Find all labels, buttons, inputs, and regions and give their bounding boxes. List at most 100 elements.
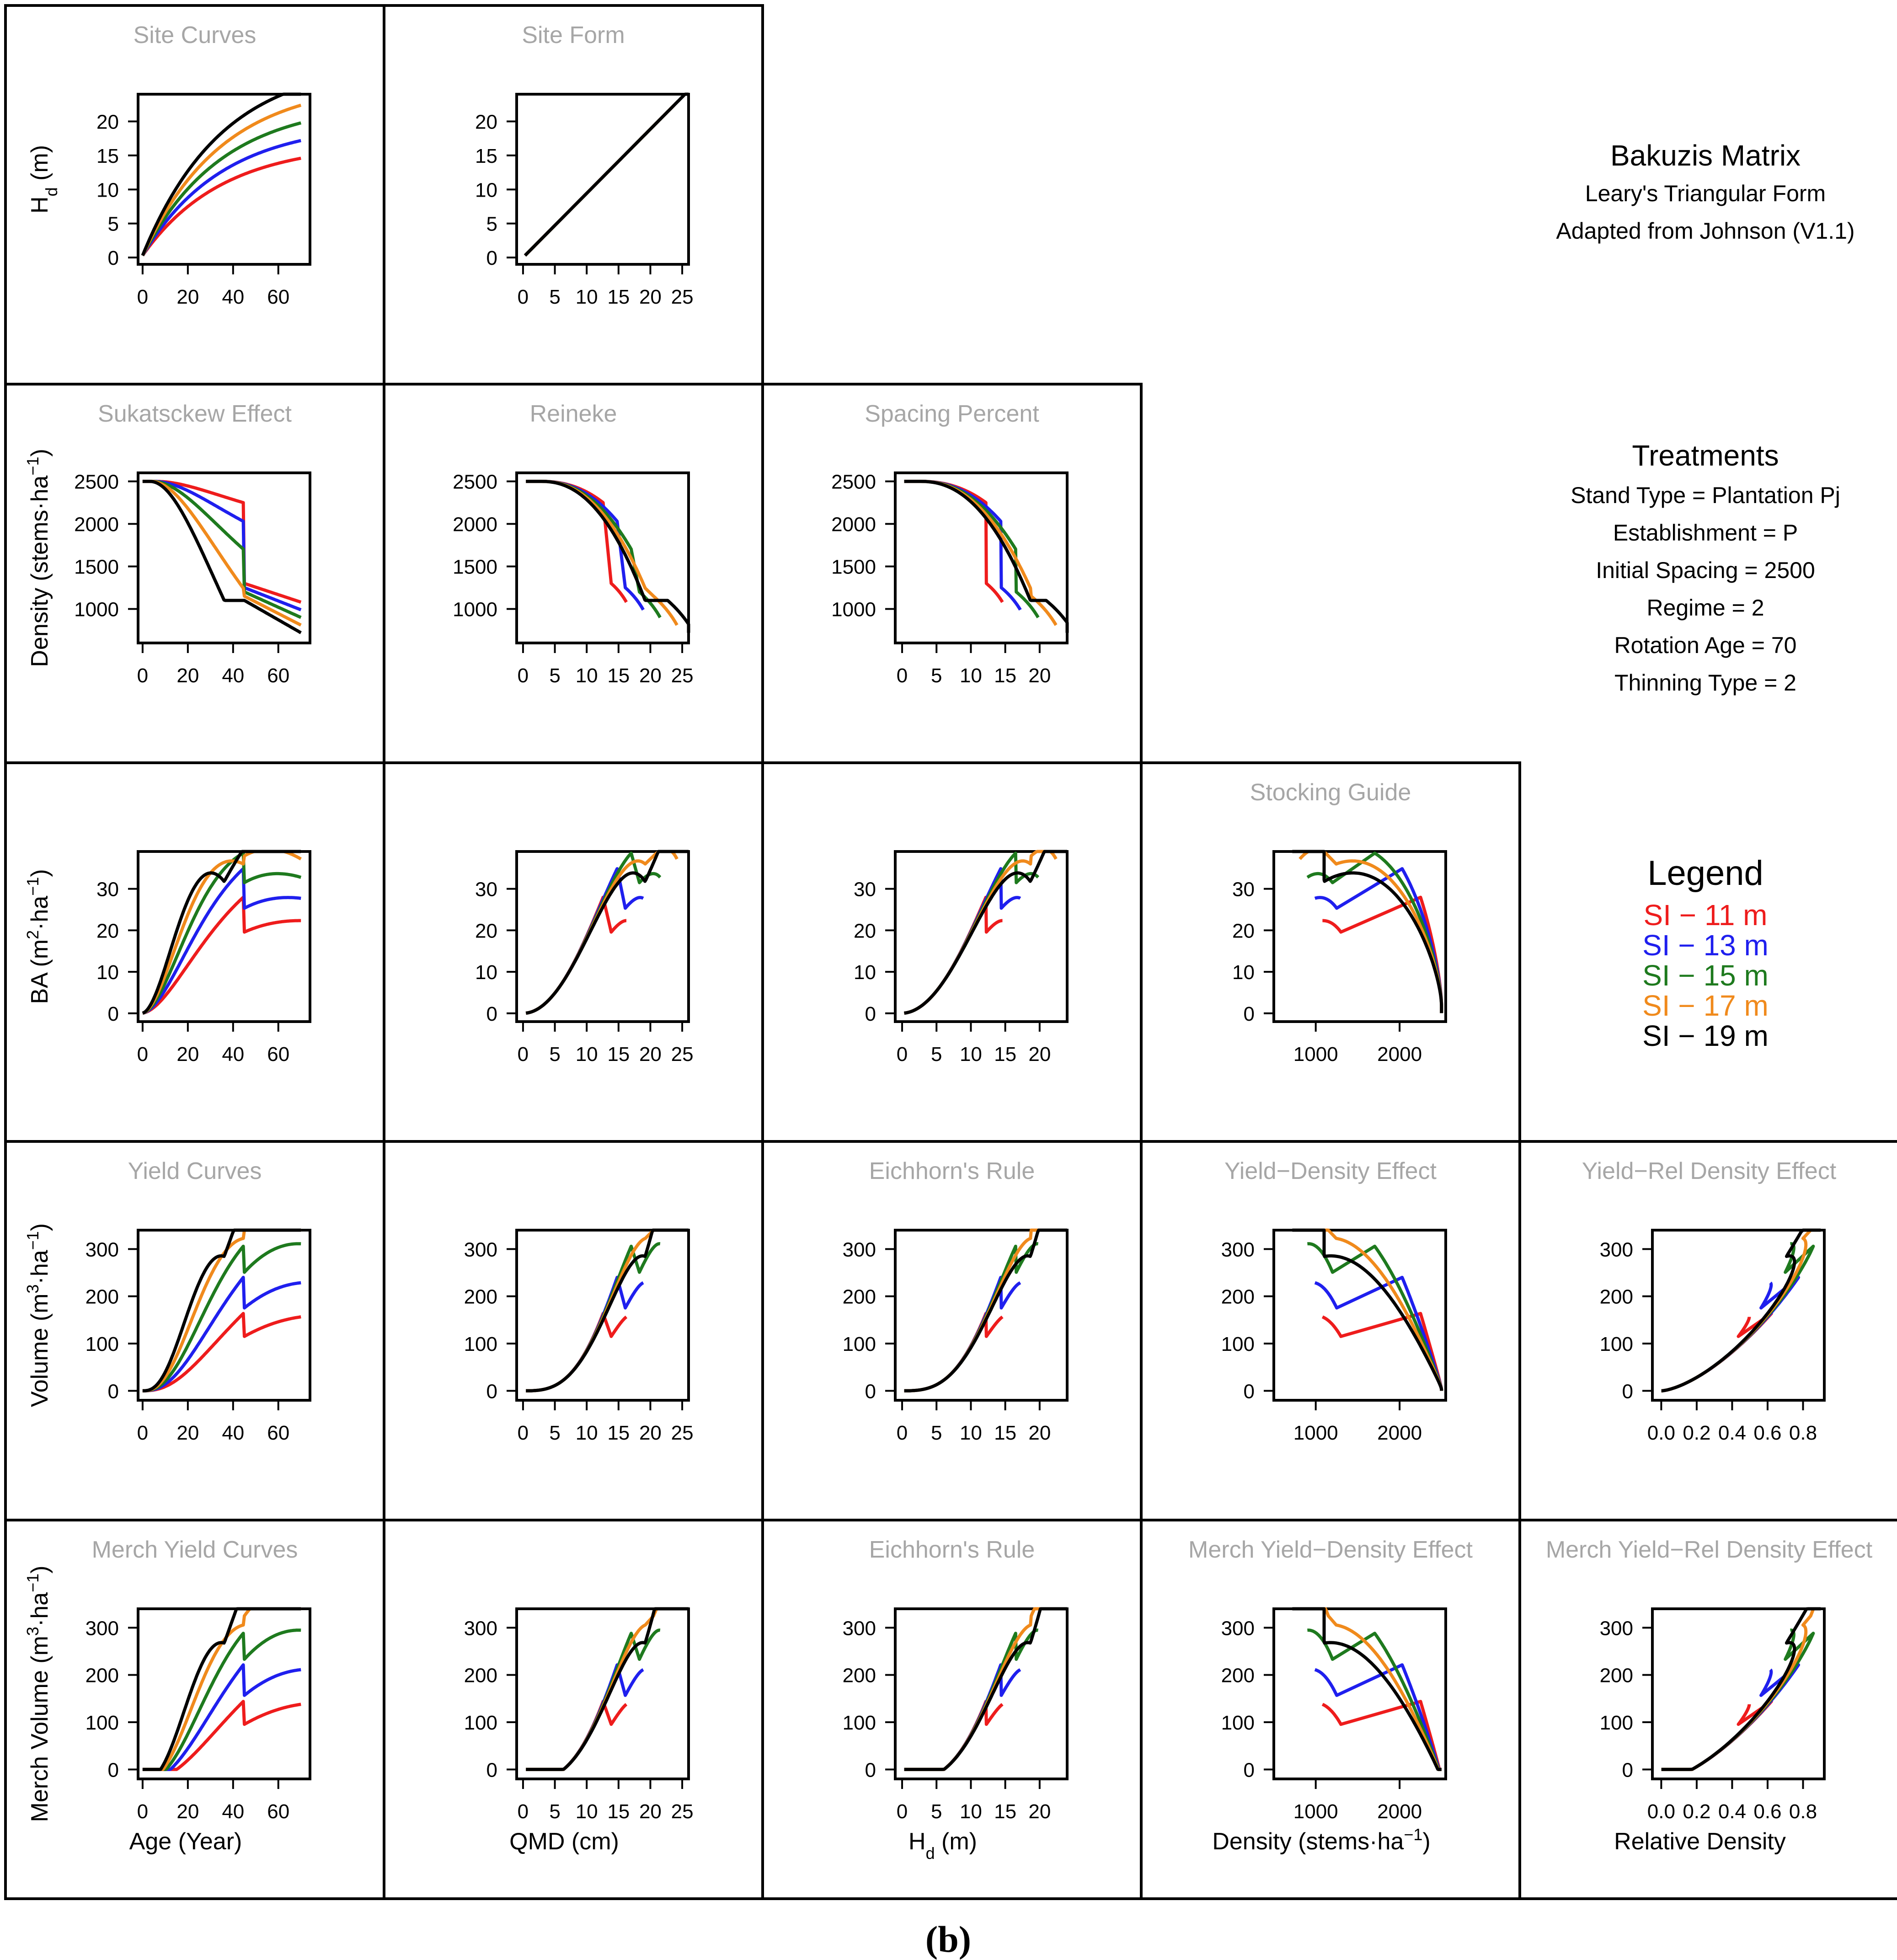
y-tick-label: 0 <box>108 247 119 269</box>
series-line-13 <box>1314 867 1443 1015</box>
matrix-cell-frame <box>383 383 764 764</box>
y-tick-label: 10 <box>475 961 497 984</box>
y-tick-label: 300 <box>843 1617 876 1639</box>
matrix-cell-frame <box>383 1140 764 1521</box>
y-tick-label: 300 <box>1221 1617 1255 1639</box>
x-tick-label: 15 <box>994 1800 1016 1823</box>
x-tick-label: 20 <box>176 1800 199 1823</box>
panel-title: Reineke <box>530 401 617 427</box>
x-tick-label: 5 <box>931 1422 942 1444</box>
panel-p22: Reineke 1000 1500 2000 2500 0 5 10 15 20 25 <box>453 401 693 687</box>
series-line-13 <box>904 1663 1022 1771</box>
y-tick-label: 200 <box>843 1665 876 1687</box>
y-tick-label: 1500 <box>831 556 876 578</box>
x-tick-label: 5 <box>549 664 560 687</box>
series-line-11 <box>904 480 1004 604</box>
y-tick-label: 0 <box>486 247 497 269</box>
series-line-19 <box>1660 1607 1821 1771</box>
x-tick-label: 40 <box>222 1800 244 1823</box>
info-line: Leary's Triangular Form <box>1585 181 1826 206</box>
x-tick-label: 40 <box>222 1422 244 1444</box>
x-tick-label: 40 <box>222 664 244 687</box>
matrix-cell-frame <box>1518 1519 1897 1900</box>
plot-box <box>137 850 311 1023</box>
series-line-19 <box>1291 850 1443 1014</box>
x-tick-label: 60 <box>267 1422 289 1444</box>
x-tick-label: 1000 <box>1293 1043 1338 1066</box>
y-tick-label: 0 <box>1622 1380 1633 1403</box>
x-tick-label: 0 <box>518 1800 529 1823</box>
info-title: Bakuzis Matrix <box>1610 139 1801 172</box>
panel-p54: Merch Yield−Density Effect 0 100 200 300 1000… <box>1188 1537 1473 1855</box>
plot-box <box>515 1607 690 1780</box>
series-line-11 <box>904 895 1004 1015</box>
series-line-11 <box>142 895 302 1015</box>
plot-box <box>1272 850 1447 1023</box>
series-line-13 <box>141 139 302 257</box>
y-axis-label: Density (stems·ha−1) <box>23 449 53 667</box>
x-tick-label: 5 <box>549 1800 560 1823</box>
x-tick-label: 2000 <box>1377 1800 1422 1823</box>
series-line-19 <box>524 92 690 257</box>
x-tick-label: 10 <box>576 286 598 308</box>
plot-box <box>515 850 690 1023</box>
series-line-19 <box>141 92 302 257</box>
x-tick-label: 5 <box>931 664 942 687</box>
x-tick-label: 5 <box>931 1800 942 1823</box>
plot-box <box>1272 1607 1447 1780</box>
x-tick-label: 60 <box>267 1043 289 1066</box>
series-line-17 <box>142 480 302 627</box>
y-tick-label: 2500 <box>74 471 119 493</box>
x-tick-label: 0 <box>518 1043 529 1066</box>
treatments-block: Treatments Stand Type = Plantation Pj Es… <box>1571 439 1840 696</box>
treatments-title: Treatments <box>1632 439 1779 472</box>
matrix-cell-frame <box>383 4 764 386</box>
legend-entry: SI − 11 m <box>1644 899 1768 932</box>
y-tick-label: 0 <box>865 1759 876 1781</box>
x-tick-label: 0 <box>897 1422 908 1444</box>
x-tick-label: 0 <box>897 1043 908 1066</box>
y-tick-label: 300 <box>85 1238 119 1261</box>
panel-p21: Sukatsckew Effect 1000 1500 2000 2500 0 20 40 60… <box>23 401 311 687</box>
y-tick-label: 200 <box>1221 1286 1255 1308</box>
y-axis-label: Hd (m) <box>27 145 61 214</box>
y-tick-label: 300 <box>1600 1238 1633 1261</box>
x-tick-label: 25 <box>671 1800 694 1823</box>
matrix-cell-frame <box>383 761 764 1143</box>
panel-p31: 0 10 20 30 0 20 40 60 BA (m2·ha−1) <box>23 850 311 1066</box>
y-tick-label: 1000 <box>831 599 876 621</box>
x-tick-label: 15 <box>607 286 630 308</box>
panel-title: Spacing Percent <box>865 401 1039 427</box>
x-axis-label: Relative Density <box>1614 1828 1786 1855</box>
y-tick-label: 1500 <box>74 556 119 578</box>
x-tick-label: 0 <box>518 286 529 308</box>
x-tick-label: 2000 <box>1377 1422 1422 1444</box>
x-tick-label: 20 <box>176 664 199 687</box>
y-tick-label: 300 <box>85 1617 119 1639</box>
x-tick-label: 20 <box>639 286 662 308</box>
x-tick-label: 0 <box>897 664 908 687</box>
y-tick-label: 2000 <box>831 514 876 536</box>
y-tick-label: 100 <box>85 1333 119 1355</box>
y-tick-label: 300 <box>843 1238 876 1261</box>
x-tick-label: 20 <box>176 286 199 308</box>
series-line-13 <box>904 867 1022 1015</box>
series-line-15 <box>142 480 302 619</box>
plot-box <box>894 850 1069 1023</box>
x-tick-label: 20 <box>639 664 662 687</box>
panel-p43: Eichhorn's Rule 0 100 200 300 0 5 10 15 20 <box>843 1158 1069 1444</box>
y-tick-label: 0 <box>486 1380 497 1403</box>
series-line-15 <box>1660 1242 1815 1392</box>
y-tick-label: 20 <box>475 111 497 134</box>
y-tick-label: 2500 <box>453 471 497 493</box>
series-line-13 <box>1314 1663 1443 1771</box>
series-line-13 <box>1660 1275 1801 1392</box>
x-tick-label: 2000 <box>1377 1043 1422 1066</box>
y-tick-label: 0 <box>108 1759 119 1781</box>
plot-box <box>1651 1229 1826 1402</box>
